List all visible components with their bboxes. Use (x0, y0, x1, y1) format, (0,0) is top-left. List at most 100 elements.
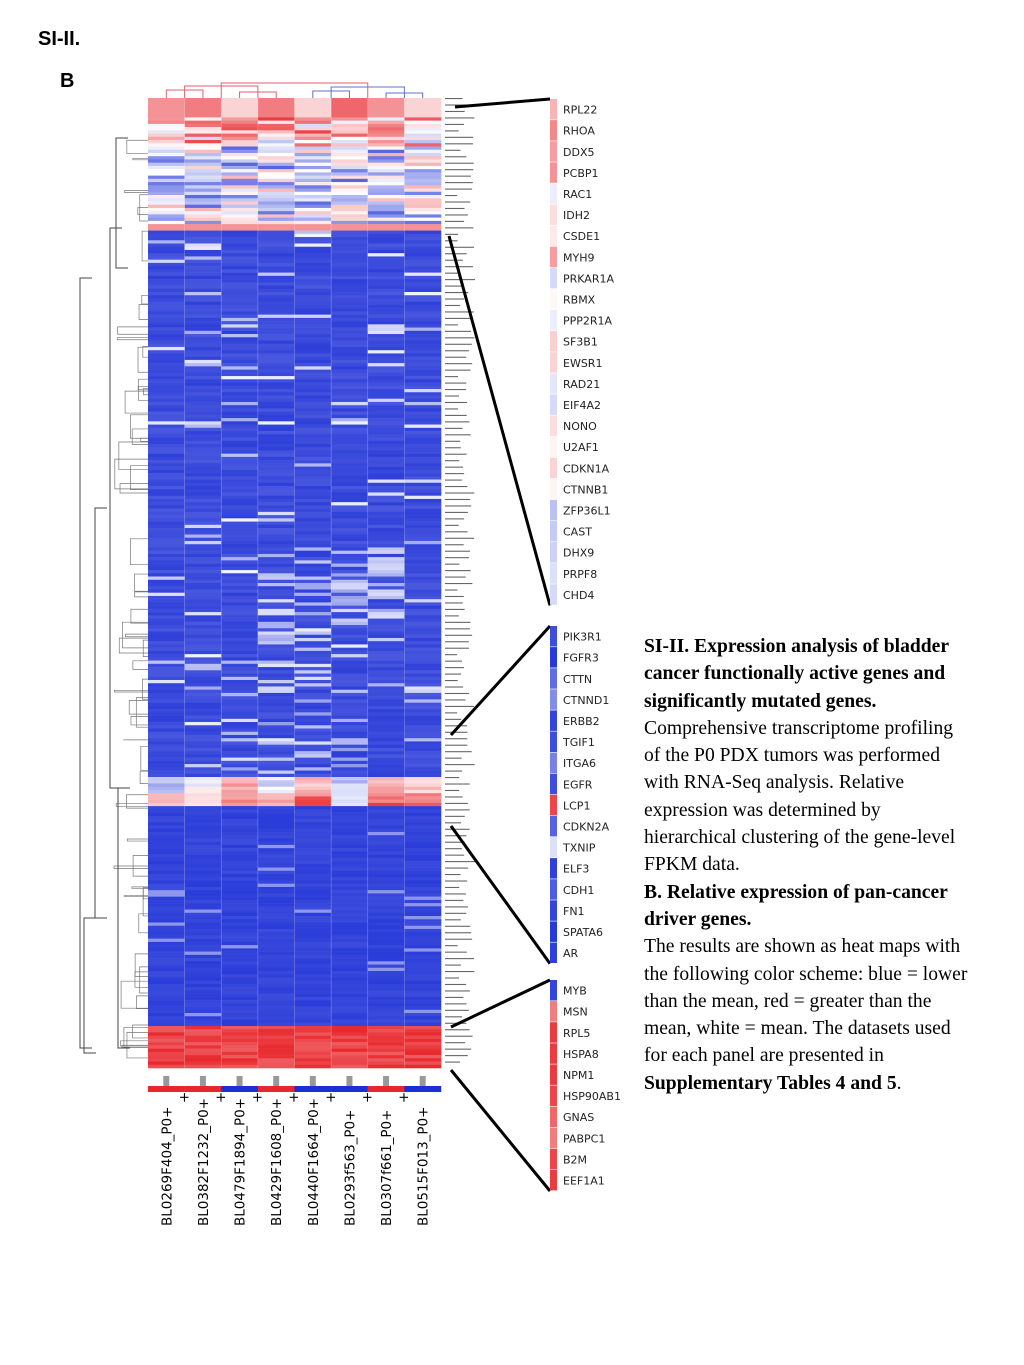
heatmap-cell (294, 1035, 332, 1040)
heatmap-cell (294, 935, 332, 939)
heatmap-cell (294, 1029, 332, 1033)
heatmap-cell (404, 621, 442, 626)
heatmap-cell (331, 146, 369, 151)
heatmap-cell (367, 246, 405, 251)
heatmap-cell (184, 1045, 222, 1049)
heatmap-cell (404, 518, 442, 522)
heatmap-cell (367, 1016, 405, 1020)
heatmap-cell (221, 628, 259, 632)
heatmap-cell (294, 799, 332, 804)
heatmap-cell (294, 579, 332, 584)
heatmap-cell (221, 473, 259, 477)
row-dendrogram-link (126, 139, 148, 154)
heatmap-cell (148, 511, 185, 516)
heatmap-cell (331, 437, 369, 442)
heatmap-cell (184, 350, 222, 354)
heatmap-cell (257, 809, 295, 813)
heatmap-cell (221, 201, 259, 205)
heatmap-cell (404, 916, 442, 920)
heatmap-cell (257, 550, 295, 555)
heatmap-cell (331, 560, 369, 564)
gene-color-cell (550, 584, 557, 605)
heatmap-cell (221, 337, 259, 341)
heatmap-cell (184, 337, 222, 341)
heatmap-cell (257, 789, 295, 794)
row-tick (445, 524, 459, 526)
heatmap-cell (367, 802, 405, 807)
heatmap-cell (367, 392, 405, 396)
heatmap-cell (367, 828, 405, 833)
heatmap-cell (148, 1022, 185, 1027)
heatmap-cell (221, 886, 259, 891)
heatmap-cell (148, 605, 185, 610)
row-tick (445, 162, 474, 164)
heatmap-cell (148, 1038, 185, 1043)
heatmap-cell (294, 738, 332, 742)
heatmap-cell (184, 886, 222, 891)
heatmap-cell (257, 874, 295, 878)
heatmap-cell (404, 948, 442, 952)
heatmap-cell (257, 152, 295, 157)
heatmap-cell (294, 663, 332, 668)
row-dendrogram-link (131, 428, 148, 445)
heatmap-cell (148, 424, 185, 429)
heatmap-cell (367, 809, 405, 813)
heatmap-cell (257, 259, 295, 264)
row-dendrogram-link (134, 971, 148, 988)
heatmap-cell (331, 767, 369, 771)
heatmap-cell (331, 657, 369, 661)
heatmap-cell (148, 1048, 185, 1053)
heatmap-cell (148, 376, 185, 380)
heatmap-cell (294, 886, 332, 891)
heatmap-cell (331, 524, 369, 529)
heatmap-cell (294, 683, 332, 687)
gene-color-cell (550, 837, 557, 858)
heatmap-cell (404, 534, 442, 539)
heatmap-cell (148, 654, 185, 658)
heatmap-cell (294, 466, 332, 471)
row-dendrogram-link (141, 294, 148, 305)
heatmap-cell (221, 540, 259, 545)
panel-label: B (60, 70, 75, 92)
heatmap-cell (294, 822, 332, 826)
heatmap-cell (221, 644, 259, 648)
heatmap-cell (184, 334, 222, 338)
heatmap-cell (184, 996, 222, 1001)
heatmap-cell (257, 405, 295, 409)
heatmap-cell (404, 734, 442, 739)
heatmap-cell (331, 379, 369, 383)
heatmap-cell (184, 1048, 222, 1053)
gene-color-cell (550, 563, 557, 584)
heatmap-cell (184, 890, 222, 894)
heatmap-cell (331, 324, 369, 328)
heatmap-cell (331, 317, 369, 322)
heatmap-cell (148, 712, 185, 716)
heatmap-cell (404, 822, 442, 826)
heatmap-cell (331, 191, 369, 196)
heatmap-cell (257, 696, 295, 700)
heatmap-cell (257, 621, 295, 626)
heatmap-cell (257, 301, 295, 306)
heatmap-cell (294, 838, 332, 842)
heatmap-cell (367, 896, 405, 901)
heatmap-cell (148, 547, 185, 551)
heatmap-cell (148, 389, 185, 393)
heatmap-cell (404, 130, 442, 134)
heatmap-cell (367, 366, 405, 370)
row-tick (445, 473, 465, 475)
heatmap-cell (184, 608, 222, 613)
row-tick (445, 874, 461, 876)
heatmap-cell (294, 136, 332, 141)
heatmap-cell (331, 327, 369, 332)
heatmap-cell (404, 744, 442, 749)
column-mini-label (419, 1076, 426, 1092)
heatmap-cell (367, 123, 405, 128)
heatmap-cell (404, 1013, 442, 1017)
heatmap-cell (294, 269, 332, 273)
heatmap-cell (294, 705, 332, 710)
heatmap-cell (257, 848, 295, 852)
heatmap-cell (367, 625, 405, 629)
heatmap-cell (221, 670, 259, 674)
heatmap-cell (184, 563, 222, 568)
heatmap-cell (331, 579, 369, 584)
